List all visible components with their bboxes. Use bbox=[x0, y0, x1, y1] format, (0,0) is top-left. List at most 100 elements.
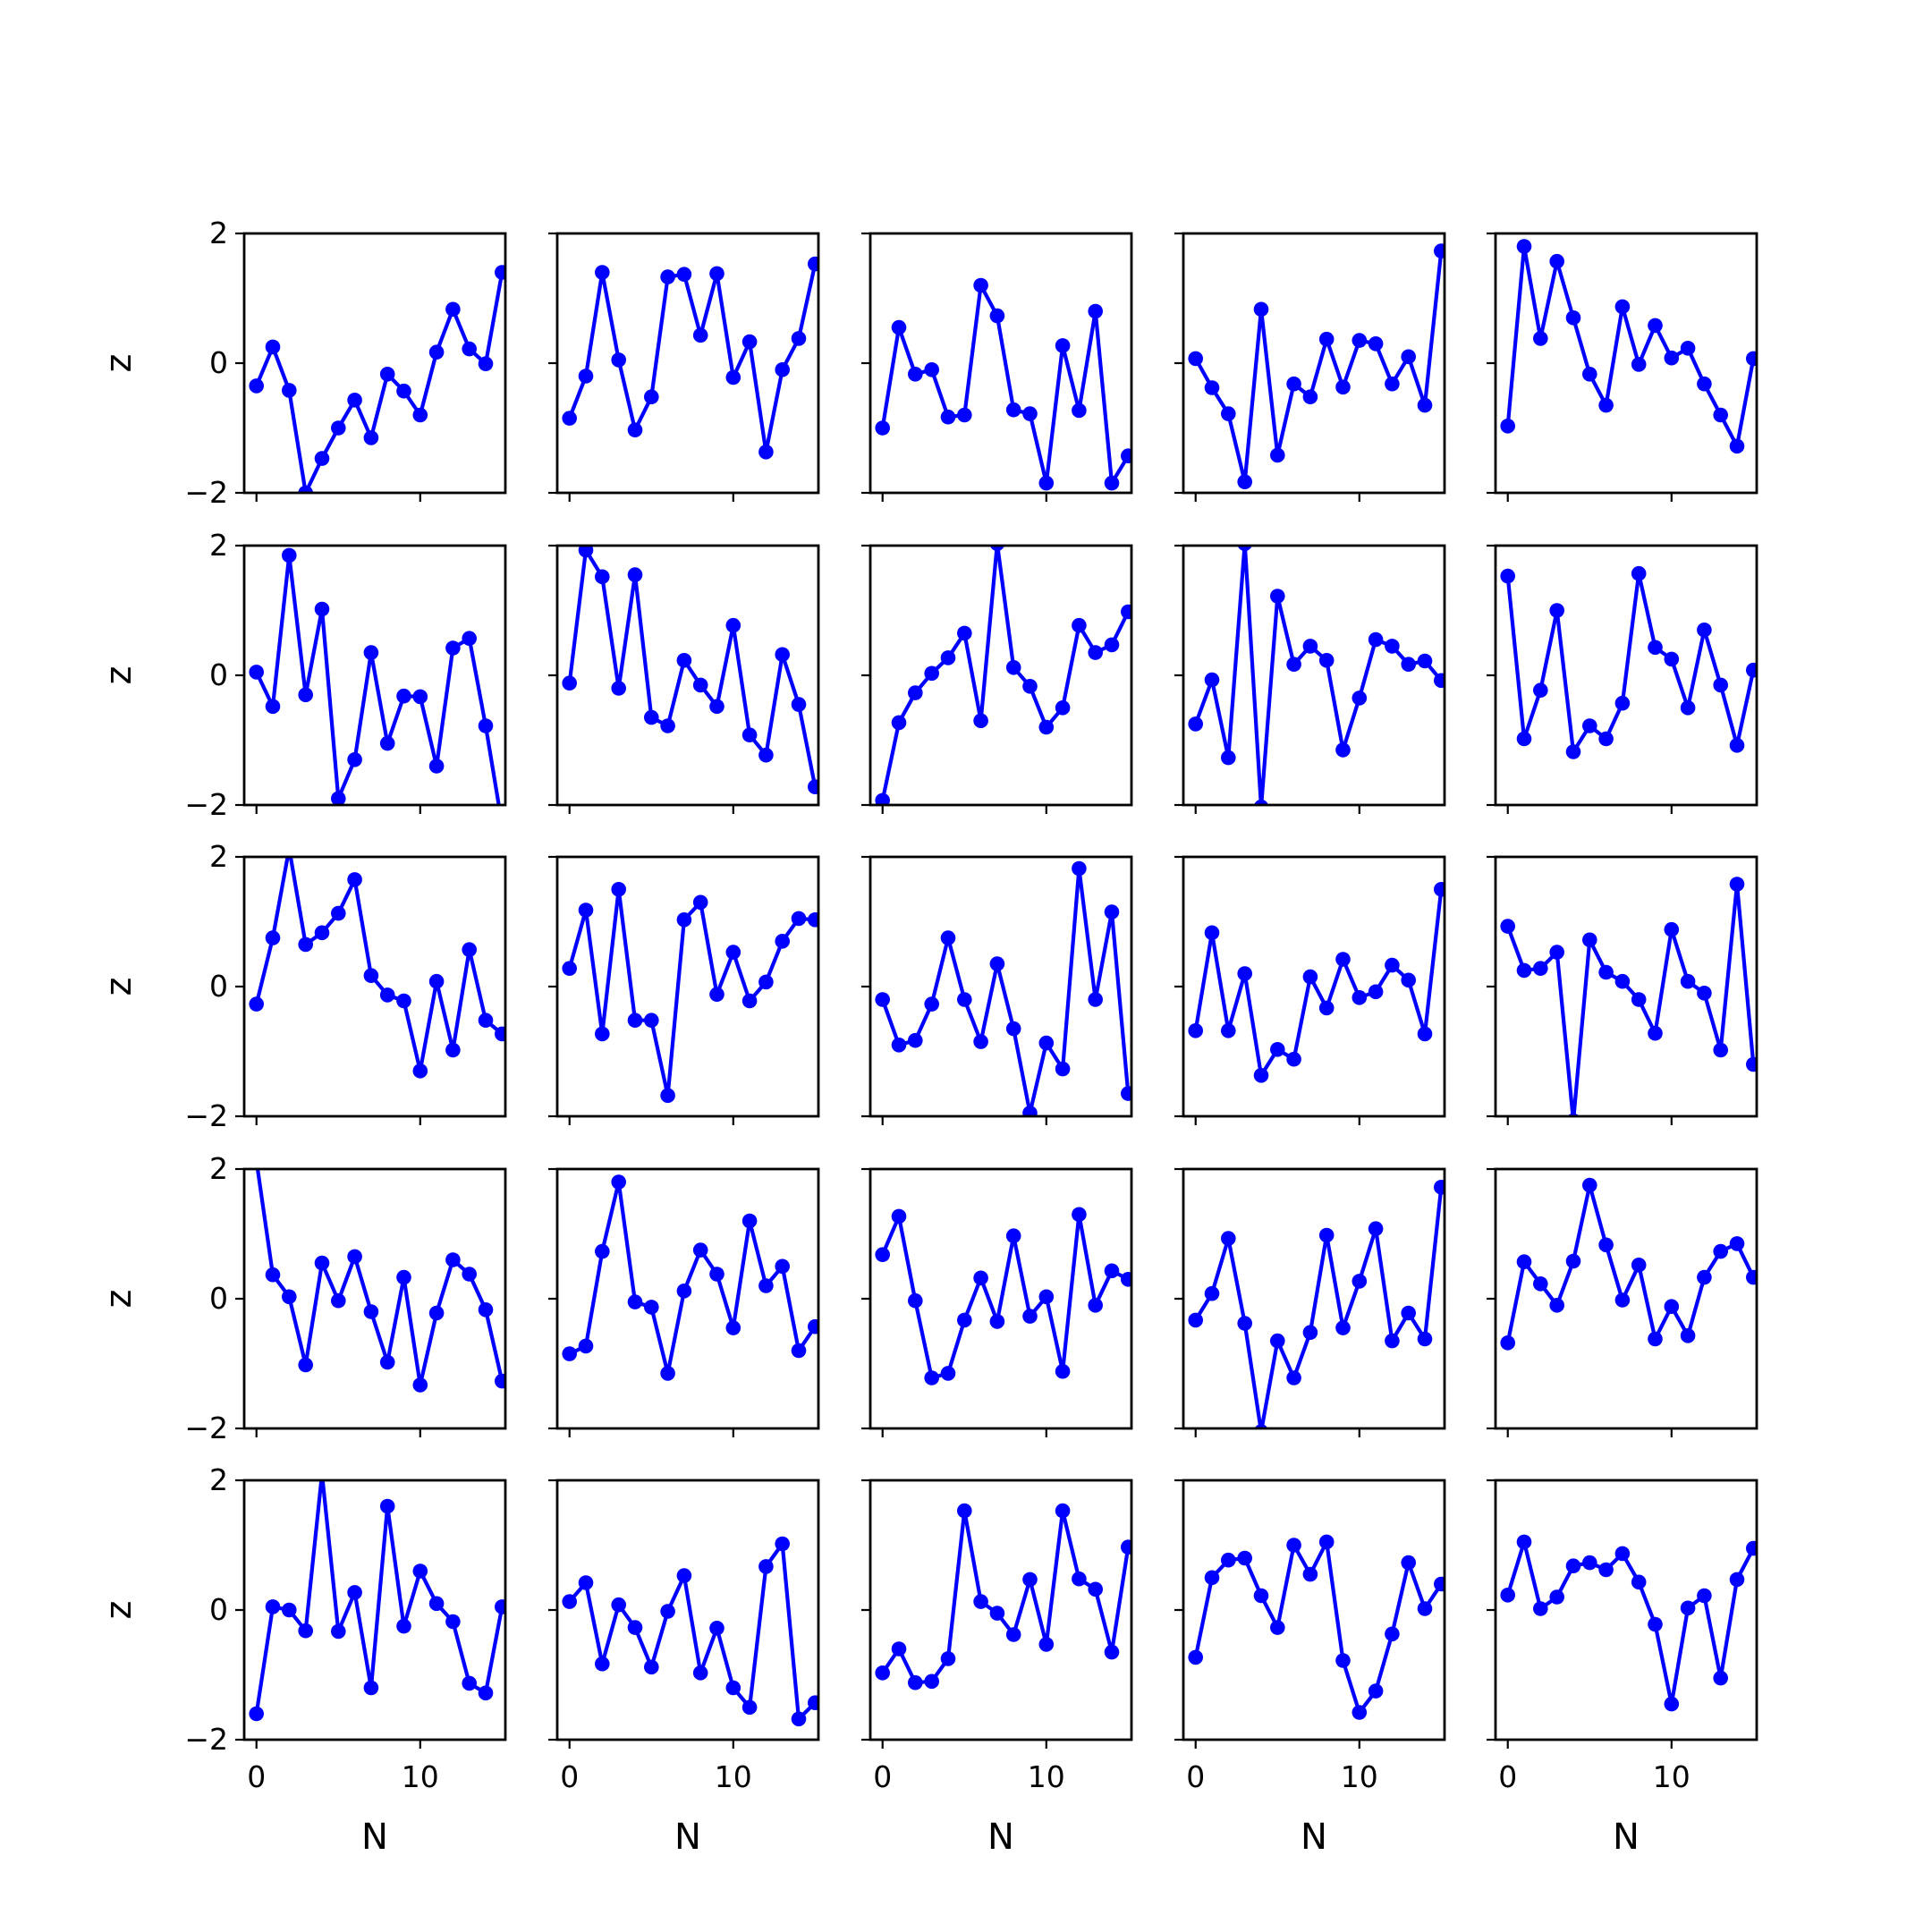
data-point bbox=[940, 650, 956, 665]
data-point bbox=[660, 1366, 675, 1381]
data-point bbox=[249, 1153, 264, 1168]
data-point bbox=[973, 1594, 988, 1609]
data-point bbox=[1088, 645, 1103, 660]
series-group bbox=[249, 547, 501, 805]
y-tick-label: 0 bbox=[209, 1592, 228, 1627]
data-point bbox=[660, 1088, 675, 1104]
data-point bbox=[1104, 637, 1120, 653]
data-point bbox=[1286, 376, 1301, 392]
data-point bbox=[1318, 1227, 1335, 1243]
data-point bbox=[1038, 719, 1055, 735]
y-tick-label: −2 bbox=[184, 787, 228, 822]
data-point bbox=[725, 1320, 741, 1335]
data-point bbox=[445, 301, 461, 318]
data-point bbox=[1500, 1335, 1515, 1351]
x-tick-label: 0 bbox=[247, 1759, 266, 1794]
data-point bbox=[891, 1641, 907, 1657]
data-point bbox=[692, 894, 708, 911]
data-point bbox=[1038, 1637, 1055, 1652]
data-point bbox=[1385, 639, 1400, 654]
data-point bbox=[428, 1305, 445, 1321]
data-point bbox=[412, 1377, 428, 1393]
axes-frame bbox=[555, 1479, 820, 1741]
panel-r2-c2 bbox=[548, 544, 820, 814]
data-point bbox=[363, 1680, 379, 1696]
data-point bbox=[1500, 1588, 1515, 1603]
data-point bbox=[495, 1026, 505, 1042]
data-point bbox=[1729, 877, 1745, 892]
data-point bbox=[1121, 1086, 1131, 1101]
data-point bbox=[1401, 349, 1416, 365]
data-point bbox=[908, 1292, 923, 1309]
panel-r2-c5 bbox=[1487, 544, 1758, 814]
panel-r3-c5 bbox=[1487, 855, 1758, 1125]
data-point bbox=[578, 369, 594, 384]
data-point bbox=[1221, 1231, 1236, 1246]
data-point bbox=[1598, 397, 1614, 413]
data-point bbox=[1680, 700, 1696, 716]
x-axis-label: N bbox=[361, 1817, 388, 1858]
data-point bbox=[660, 718, 675, 733]
series-group bbox=[562, 1536, 818, 1727]
data-point bbox=[791, 911, 807, 927]
data-point bbox=[1565, 744, 1581, 759]
panel-r5-c1: −2 0 2 0 10 z N bbox=[98, 1462, 507, 1858]
series-group bbox=[1500, 877, 1757, 1116]
series-group bbox=[1500, 1177, 1757, 1351]
series-group bbox=[562, 882, 818, 1104]
data-point bbox=[298, 687, 314, 703]
data-point bbox=[1631, 1574, 1647, 1590]
data-point bbox=[298, 1623, 314, 1639]
data-point bbox=[924, 996, 939, 1012]
data-point bbox=[1729, 738, 1745, 753]
data-point bbox=[396, 993, 411, 1009]
data-point bbox=[331, 1292, 346, 1309]
data-point bbox=[1713, 1042, 1728, 1058]
data-point bbox=[1746, 662, 1757, 678]
data-point bbox=[412, 689, 428, 705]
data-point bbox=[495, 1599, 505, 1614]
data-point bbox=[478, 718, 494, 733]
data-point bbox=[957, 1503, 972, 1519]
data-point bbox=[1516, 962, 1532, 979]
data-point bbox=[1121, 1272, 1131, 1287]
data-point bbox=[1005, 660, 1021, 675]
data-point bbox=[709, 699, 724, 715]
data-point bbox=[1055, 338, 1071, 353]
y-axis-label: z bbox=[98, 1290, 140, 1309]
data-point bbox=[989, 1314, 1005, 1329]
data-point bbox=[1253, 301, 1269, 318]
series-group bbox=[1500, 239, 1757, 454]
series-line bbox=[254, 1480, 504, 1715]
series-line bbox=[1193, 1187, 1444, 1428]
data-point bbox=[347, 752, 362, 767]
data-point bbox=[1270, 589, 1285, 604]
data-point bbox=[1549, 945, 1564, 960]
data-point bbox=[1005, 402, 1021, 418]
data-point bbox=[578, 902, 594, 918]
data-point bbox=[1401, 972, 1416, 988]
data-point bbox=[1104, 904, 1120, 919]
data-point bbox=[478, 356, 494, 372]
y-tick-label: −2 bbox=[184, 475, 228, 510]
data-point bbox=[725, 369, 741, 386]
series-line bbox=[880, 866, 1131, 1115]
data-point bbox=[1237, 546, 1252, 552]
data-point bbox=[1434, 1576, 1445, 1592]
data-point bbox=[1318, 653, 1335, 668]
data-point bbox=[1549, 253, 1564, 269]
data-point bbox=[1204, 380, 1220, 395]
data-point bbox=[462, 1675, 477, 1691]
data-point bbox=[957, 625, 972, 641]
data-point bbox=[808, 912, 818, 928]
data-point bbox=[1648, 640, 1663, 656]
data-point bbox=[1664, 651, 1680, 667]
data-point bbox=[1697, 1269, 1712, 1285]
data-point bbox=[1417, 653, 1433, 669]
data-point bbox=[1417, 1601, 1433, 1616]
data-point bbox=[1335, 1320, 1351, 1335]
series-line bbox=[1505, 244, 1756, 448]
data-point bbox=[1648, 1616, 1663, 1632]
data-point bbox=[1072, 860, 1087, 877]
data-point bbox=[1417, 1026, 1433, 1042]
